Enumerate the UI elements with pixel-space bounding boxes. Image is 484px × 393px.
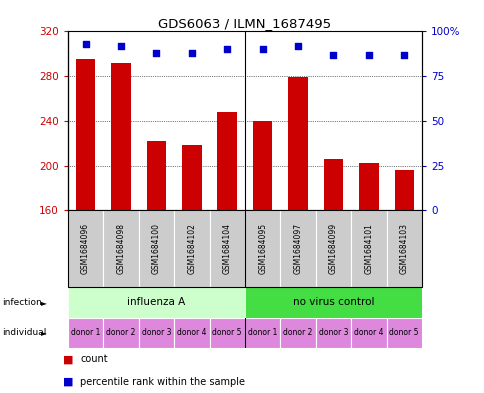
Text: donor 3: donor 3 <box>141 328 171 337</box>
Text: donor 2: donor 2 <box>106 328 136 337</box>
Bar <box>103 318 138 348</box>
Bar <box>111 63 131 210</box>
Bar <box>350 210 386 287</box>
Bar <box>244 210 280 287</box>
Point <box>223 46 230 52</box>
Bar <box>217 112 237 210</box>
Text: ■: ■ <box>62 354 73 364</box>
Text: infection: infection <box>2 298 42 307</box>
Text: GSM1684098: GSM1684098 <box>116 223 125 274</box>
Text: donor 1: donor 1 <box>247 328 277 337</box>
Bar <box>287 77 307 210</box>
Text: count: count <box>80 354 107 364</box>
Text: percentile rank within the sample: percentile rank within the sample <box>80 376 244 387</box>
Bar <box>315 210 350 287</box>
Bar <box>209 210 244 287</box>
Bar <box>146 141 166 210</box>
Bar <box>174 318 209 348</box>
Point <box>293 42 301 49</box>
Bar <box>138 318 174 348</box>
Text: GSM1684095: GSM1684095 <box>257 223 267 274</box>
Bar <box>280 210 315 287</box>
Text: influenza A: influenza A <box>127 298 185 307</box>
Bar <box>244 318 280 348</box>
Text: donor 5: donor 5 <box>389 328 418 337</box>
Text: donor 2: donor 2 <box>283 328 312 337</box>
Point <box>258 46 266 52</box>
Bar <box>138 210 174 287</box>
Bar <box>68 210 103 287</box>
Bar <box>323 159 343 210</box>
Bar <box>280 318 315 348</box>
Bar <box>350 318 386 348</box>
Text: GSM1684096: GSM1684096 <box>81 223 90 274</box>
Text: GSM1684102: GSM1684102 <box>187 223 196 274</box>
Point <box>187 50 195 56</box>
Text: ►: ► <box>41 298 47 307</box>
Bar <box>68 318 103 348</box>
Bar <box>252 121 272 210</box>
Bar <box>315 318 350 348</box>
Bar <box>68 287 244 318</box>
Point <box>364 51 372 58</box>
Bar <box>244 287 421 318</box>
Text: GSM1684099: GSM1684099 <box>328 223 337 274</box>
Bar <box>209 318 244 348</box>
Text: donor 4: donor 4 <box>353 328 383 337</box>
Text: GSM1684097: GSM1684097 <box>293 223 302 274</box>
Bar <box>386 210 421 287</box>
Point <box>399 51 407 58</box>
Title: GDS6063 / ILMN_1687495: GDS6063 / ILMN_1687495 <box>158 17 331 30</box>
Bar <box>182 145 201 210</box>
Point <box>152 50 160 56</box>
Point <box>329 51 336 58</box>
Point <box>117 42 125 49</box>
Text: individual: individual <box>2 328 46 337</box>
Bar <box>358 163 378 210</box>
Text: donor 5: donor 5 <box>212 328 242 337</box>
Bar <box>76 59 95 210</box>
Text: donor 3: donor 3 <box>318 328 348 337</box>
Text: GSM1684103: GSM1684103 <box>399 223 408 274</box>
Text: donor 4: donor 4 <box>177 328 206 337</box>
Text: GSM1684104: GSM1684104 <box>222 223 231 274</box>
Text: no virus control: no virus control <box>292 298 374 307</box>
Text: donor 1: donor 1 <box>71 328 100 337</box>
Point <box>81 41 89 47</box>
Bar <box>393 170 413 210</box>
Text: GSM1684100: GSM1684100 <box>151 223 161 274</box>
Bar <box>174 210 209 287</box>
Text: ■: ■ <box>62 376 73 387</box>
Text: GSM1684101: GSM1684101 <box>363 223 373 274</box>
Text: ►: ► <box>41 328 47 337</box>
Bar <box>103 210 138 287</box>
Bar <box>386 318 421 348</box>
